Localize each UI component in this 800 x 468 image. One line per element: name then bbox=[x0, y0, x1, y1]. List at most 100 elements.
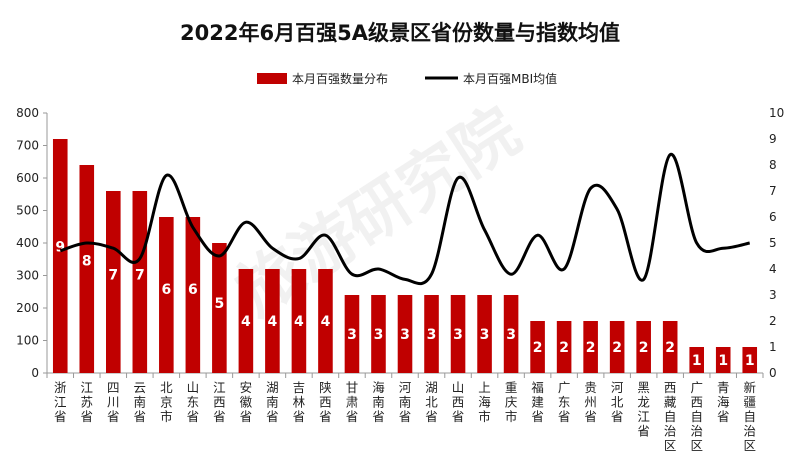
left-tick-label: 300 bbox=[16, 269, 39, 283]
bar bbox=[530, 321, 545, 373]
bar bbox=[371, 295, 386, 373]
bar-value-label: 1 bbox=[692, 353, 702, 369]
category-label: 甘肃省 bbox=[346, 380, 359, 424]
right-tick-label: 8 bbox=[769, 158, 777, 172]
bar-value-label: 6 bbox=[161, 282, 171, 298]
category-label: 陕西省 bbox=[319, 380, 332, 424]
right-tick-label: 5 bbox=[769, 236, 777, 250]
category-label: 山东省 bbox=[187, 380, 200, 424]
category-label: 云南省 bbox=[134, 380, 147, 424]
category-label: 湖北省 bbox=[425, 380, 438, 424]
bar bbox=[291, 269, 307, 373]
bar-labels: 987 76 654 4 4 43 3 3 3 3 3 32 2 2 2 2 21 1 1 bbox=[55, 240, 754, 369]
bar-value-label: 3 bbox=[427, 327, 437, 343]
bar bbox=[318, 269, 333, 373]
category-label: 黑龙江省 bbox=[637, 380, 650, 439]
bar-value-label: 8 bbox=[82, 254, 92, 270]
bar bbox=[636, 321, 651, 373]
bar-value-label: 6 bbox=[188, 282, 198, 298]
left-tick-label: 400 bbox=[16, 236, 39, 250]
right-tick-label: 7 bbox=[769, 184, 777, 198]
bar bbox=[715, 347, 731, 373]
bar bbox=[397, 295, 413, 373]
bar bbox=[477, 295, 492, 373]
bar bbox=[106, 191, 121, 373]
bar-value-label: 1 bbox=[718, 353, 728, 369]
bar bbox=[52, 139, 68, 373]
category-label: 河北省 bbox=[611, 380, 624, 424]
bar-value-label: 5 bbox=[214, 296, 224, 312]
legend: 本月百强数量分布 本月百强MBI均值 bbox=[257, 71, 557, 86]
bar bbox=[609, 321, 625, 373]
bar-value-label: 2 bbox=[639, 340, 649, 356]
bar bbox=[79, 165, 95, 373]
right-tick-label: 6 bbox=[769, 210, 777, 224]
bar-value-label: 2 bbox=[665, 340, 675, 356]
category-label: 江苏省 bbox=[81, 380, 94, 424]
bar bbox=[503, 295, 519, 373]
left-tick-label: 800 bbox=[16, 106, 39, 120]
category-label: 四川省 bbox=[107, 380, 120, 424]
right-tick-label: 9 bbox=[769, 132, 777, 146]
category-label: 山西省 bbox=[452, 380, 465, 424]
bar-value-label: 4 bbox=[294, 314, 304, 330]
bar bbox=[662, 321, 678, 373]
bar bbox=[238, 269, 254, 373]
left-tick-label: 600 bbox=[16, 171, 39, 185]
category-label: 海南省 bbox=[372, 380, 385, 424]
bar bbox=[742, 347, 758, 373]
bar bbox=[132, 191, 148, 373]
bar-value-label: 3 bbox=[347, 327, 357, 343]
left-tick-label: 200 bbox=[16, 301, 39, 315]
category-label: 广西自治区 bbox=[690, 380, 703, 453]
bar-value-label: 7 bbox=[108, 268, 118, 284]
bar bbox=[556, 321, 572, 373]
bar bbox=[159, 217, 174, 373]
category-label: 湖南省 bbox=[266, 380, 279, 424]
bar-value-label: 3 bbox=[453, 327, 463, 343]
bar bbox=[689, 347, 704, 373]
mbi-line-group bbox=[59, 153, 751, 286]
legend-line-label: 本月百强MBI均值 bbox=[463, 71, 557, 86]
right-tick-label: 0 bbox=[769, 366, 777, 380]
bar bbox=[185, 217, 201, 373]
right-tick-label: 1 bbox=[769, 340, 777, 354]
bar bbox=[212, 243, 227, 373]
bar-value-label: 2 bbox=[586, 340, 596, 356]
chart-title: 2022年6月百强5A级景区省份数量与指数均值 bbox=[180, 21, 620, 45]
bar bbox=[265, 269, 280, 373]
left-tick-label: 500 bbox=[16, 204, 39, 218]
left-tick-label: 0 bbox=[31, 366, 39, 380]
bar bbox=[583, 321, 598, 373]
category-label: 安徽省 bbox=[240, 380, 253, 424]
bar-value-label: 3 bbox=[506, 327, 516, 343]
right-tick-label: 10 bbox=[769, 106, 784, 120]
category-label: 上海市 bbox=[478, 380, 491, 424]
bar-value-label: 1 bbox=[745, 353, 755, 369]
bar-value-label: 7 bbox=[135, 268, 145, 284]
category-label: 青海省 bbox=[717, 380, 730, 424]
bar-value-label: 2 bbox=[612, 340, 622, 356]
category-label: 吉林省 bbox=[293, 380, 306, 424]
legend-bar-label: 本月百强数量分布 bbox=[292, 71, 388, 86]
bar-value-label: 3 bbox=[374, 327, 384, 343]
bar-value-label: 2 bbox=[533, 340, 543, 356]
category-label: 福建省 bbox=[531, 380, 544, 424]
category-label: 江西省 bbox=[213, 380, 226, 424]
mbi-line bbox=[59, 153, 751, 286]
left-tick-label: 100 bbox=[16, 334, 39, 348]
bar-value-label: 4 bbox=[268, 314, 278, 330]
right-tick-label: 3 bbox=[769, 288, 777, 302]
category-label: 浙江省 bbox=[54, 380, 67, 424]
bar-value-label: 4 bbox=[241, 314, 251, 330]
legend-bar-swatch bbox=[257, 73, 287, 84]
category-label: 西藏自治区 bbox=[664, 380, 677, 453]
bar-value-label: 4 bbox=[321, 314, 331, 330]
category-label: 贵州省 bbox=[584, 380, 597, 424]
right-tick-label: 2 bbox=[769, 314, 777, 328]
bar-value-label: 9 bbox=[55, 240, 65, 256]
bars bbox=[52, 139, 758, 373]
category-label: 重庆市 bbox=[505, 380, 518, 424]
